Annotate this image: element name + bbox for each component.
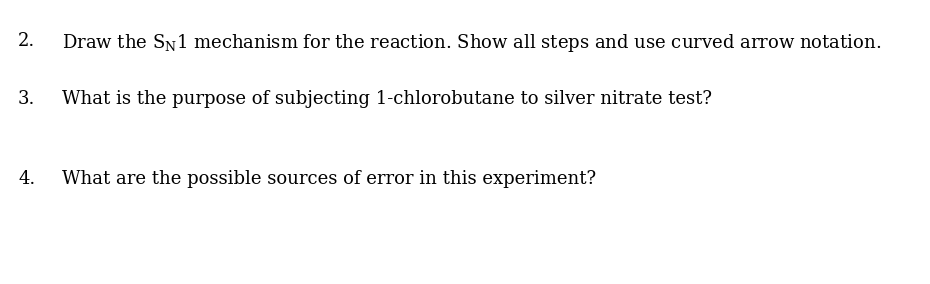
Text: Draw the $\mathregular{S_N}$1 mechanism for the reaction. Show all steps and use: Draw the $\mathregular{S_N}$1 mechanism … bbox=[62, 32, 882, 54]
Text: What are the possible sources of error in this experiment?: What are the possible sources of error i… bbox=[62, 170, 596, 188]
Text: 3.: 3. bbox=[18, 90, 35, 108]
Text: 4.: 4. bbox=[18, 170, 35, 188]
Text: What is the purpose of subjecting 1-chlorobutane to silver nitrate test?: What is the purpose of subjecting 1-chlo… bbox=[62, 90, 712, 108]
Text: 2.: 2. bbox=[18, 32, 35, 50]
